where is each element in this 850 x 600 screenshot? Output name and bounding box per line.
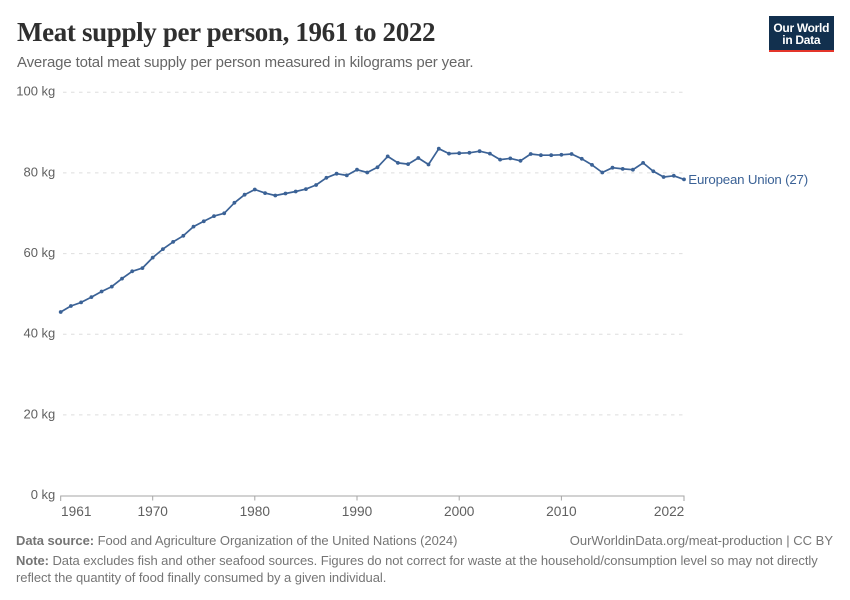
svg-text:100 kg: 100 kg [16, 84, 55, 99]
svg-text:80 kg: 80 kg [23, 164, 55, 179]
svg-text:European Union (27): European Union (27) [688, 172, 808, 187]
svg-text:0 kg: 0 kg [31, 487, 56, 502]
svg-text:1990: 1990 [342, 504, 373, 519]
svg-text:40 kg: 40 kg [23, 326, 55, 341]
svg-text:2010: 2010 [546, 504, 577, 519]
svg-text:2000: 2000 [444, 504, 475, 519]
svg-text:20 kg: 20 kg [23, 406, 55, 421]
svg-text:1970: 1970 [137, 504, 168, 519]
svg-text:60 kg: 60 kg [23, 245, 55, 260]
svg-text:1961: 1961 [61, 504, 91, 519]
svg-text:2022: 2022 [654, 504, 684, 519]
svg-text:1980: 1980 [240, 504, 271, 519]
